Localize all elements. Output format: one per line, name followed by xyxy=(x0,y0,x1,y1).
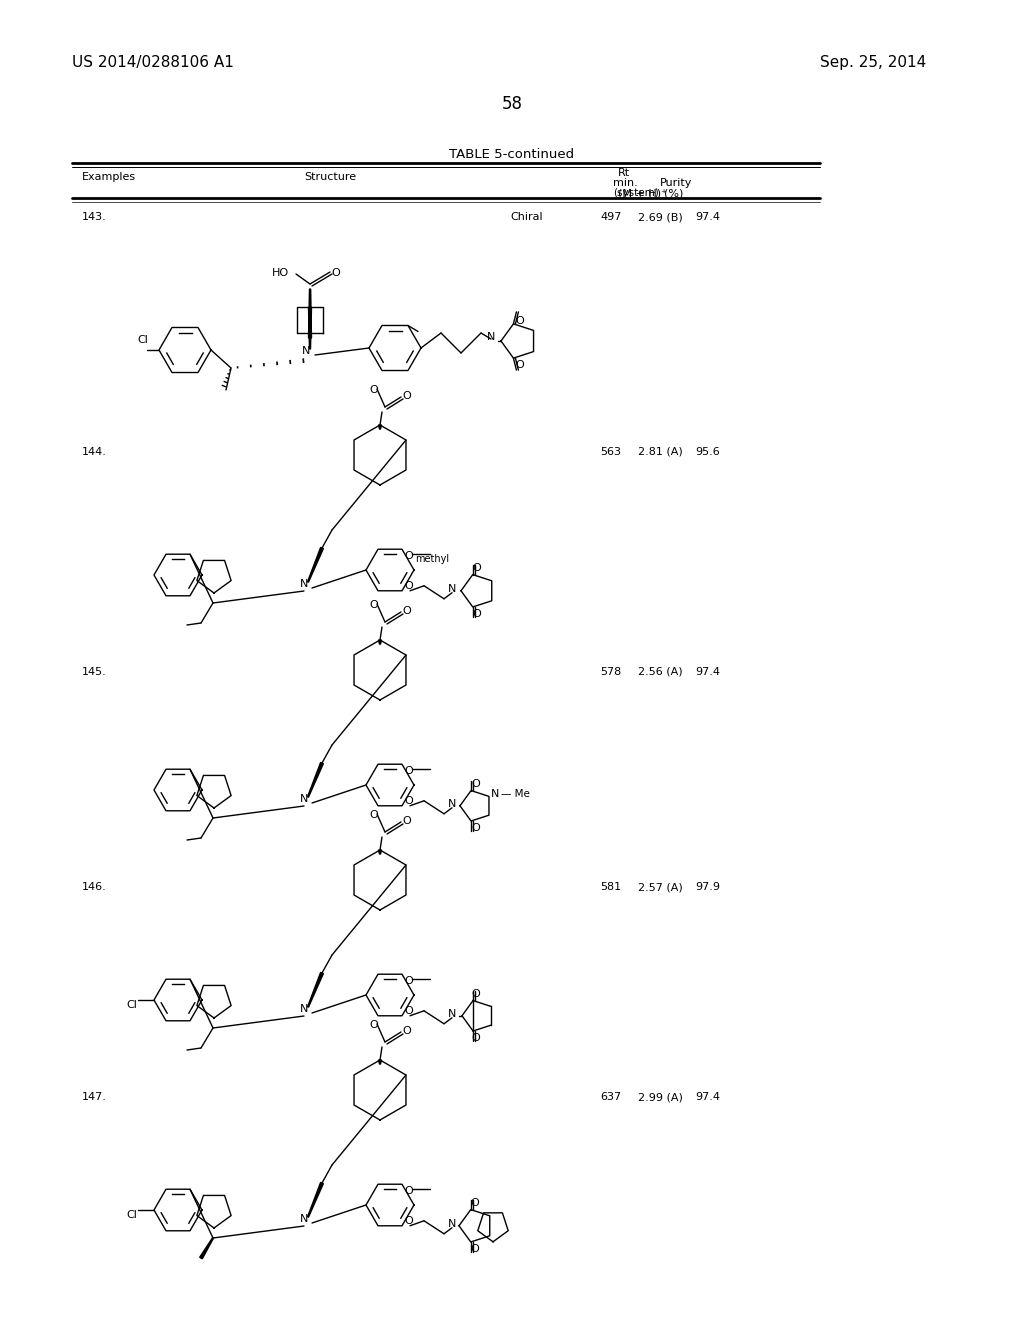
Text: (M + H)⁺: (M + H)⁺ xyxy=(618,187,667,198)
Polygon shape xyxy=(379,425,382,429)
Polygon shape xyxy=(307,1183,324,1217)
Text: O: O xyxy=(369,1020,378,1030)
Text: Sep. 25, 2014: Sep. 25, 2014 xyxy=(820,55,927,70)
Text: O: O xyxy=(471,779,480,788)
Text: US 2014/0288106 A1: US 2014/0288106 A1 xyxy=(72,55,233,70)
Text: N: N xyxy=(300,579,308,589)
Text: O: O xyxy=(404,1006,413,1016)
Text: 637: 637 xyxy=(600,1092,622,1102)
Text: Structure: Structure xyxy=(304,172,356,182)
Text: 2.69 (B): 2.69 (B) xyxy=(638,213,683,222)
Text: 563: 563 xyxy=(600,447,621,457)
Text: min.: min. xyxy=(613,178,638,187)
Text: N: N xyxy=(486,333,496,342)
Text: TABLE 5-continued: TABLE 5-continued xyxy=(450,148,574,161)
Text: O: O xyxy=(404,581,413,591)
Text: O: O xyxy=(473,609,481,619)
Text: O: O xyxy=(369,601,378,610)
Text: 497: 497 xyxy=(600,213,622,222)
Text: Purity: Purity xyxy=(660,178,692,187)
Text: O: O xyxy=(404,796,413,805)
Text: (%): (%) xyxy=(664,187,683,198)
Text: O: O xyxy=(471,1243,479,1254)
Text: 2.81 (A): 2.81 (A) xyxy=(638,447,683,457)
Text: N: N xyxy=(447,1008,456,1019)
Text: Cl: Cl xyxy=(126,1210,137,1220)
Text: N: N xyxy=(490,789,500,800)
Text: 145.: 145. xyxy=(82,667,106,677)
Text: O: O xyxy=(402,1026,411,1036)
Text: 2.99 (A): 2.99 (A) xyxy=(638,1092,683,1102)
Text: (system): (system) xyxy=(613,187,658,198)
Text: O: O xyxy=(404,977,413,986)
Text: N: N xyxy=(300,1005,308,1014)
Text: O: O xyxy=(404,1187,413,1196)
Polygon shape xyxy=(308,308,311,348)
Text: HO: HO xyxy=(272,268,289,279)
Text: 147.: 147. xyxy=(82,1092,106,1102)
Text: 2.57 (A): 2.57 (A) xyxy=(638,882,683,892)
Text: O: O xyxy=(402,606,411,616)
Text: O: O xyxy=(369,385,378,395)
Text: O: O xyxy=(471,822,480,833)
Text: O: O xyxy=(404,552,413,561)
Text: 2.56 (A): 2.56 (A) xyxy=(638,667,683,677)
Text: 97.4: 97.4 xyxy=(695,1092,720,1102)
Polygon shape xyxy=(307,763,324,797)
Text: O: O xyxy=(515,315,524,326)
Text: O: O xyxy=(471,989,480,998)
Polygon shape xyxy=(379,640,382,644)
Polygon shape xyxy=(379,1060,382,1064)
Text: Cl: Cl xyxy=(126,1001,137,1010)
Polygon shape xyxy=(200,1238,213,1259)
Text: O: O xyxy=(471,1034,480,1043)
Text: 58: 58 xyxy=(502,95,522,114)
Text: N: N xyxy=(300,795,308,804)
Text: O: O xyxy=(404,1216,413,1226)
Text: Examples: Examples xyxy=(82,172,136,182)
Text: 144.: 144. xyxy=(82,447,106,457)
Polygon shape xyxy=(307,973,324,1007)
Text: — Me: — Me xyxy=(501,789,529,800)
Text: N: N xyxy=(447,583,456,594)
Text: O: O xyxy=(369,810,378,820)
Text: N: N xyxy=(447,799,456,809)
Text: O: O xyxy=(515,360,524,370)
Text: methyl: methyl xyxy=(415,554,450,564)
Text: 578: 578 xyxy=(600,667,622,677)
Text: N: N xyxy=(300,1214,308,1224)
Text: N: N xyxy=(302,346,310,356)
Text: 97.4: 97.4 xyxy=(695,213,720,222)
Text: 95.6: 95.6 xyxy=(695,447,720,457)
Text: O: O xyxy=(331,268,340,279)
Text: Cl: Cl xyxy=(137,335,147,345)
Polygon shape xyxy=(379,850,382,854)
Text: O: O xyxy=(404,766,413,776)
Polygon shape xyxy=(307,548,324,582)
Polygon shape xyxy=(308,289,311,338)
Text: 97.9: 97.9 xyxy=(695,882,720,892)
Text: O: O xyxy=(473,562,481,573)
Text: Chiral: Chiral xyxy=(510,213,543,222)
Text: O: O xyxy=(402,816,411,826)
Text: 143.: 143. xyxy=(82,213,106,222)
Text: 146.: 146. xyxy=(82,882,106,892)
Text: O: O xyxy=(471,1197,479,1208)
Text: Rt: Rt xyxy=(618,168,630,178)
Text: N: N xyxy=(447,1218,456,1229)
Text: O: O xyxy=(402,391,411,401)
Text: 581: 581 xyxy=(600,882,622,892)
Text: 97.4: 97.4 xyxy=(695,667,720,677)
